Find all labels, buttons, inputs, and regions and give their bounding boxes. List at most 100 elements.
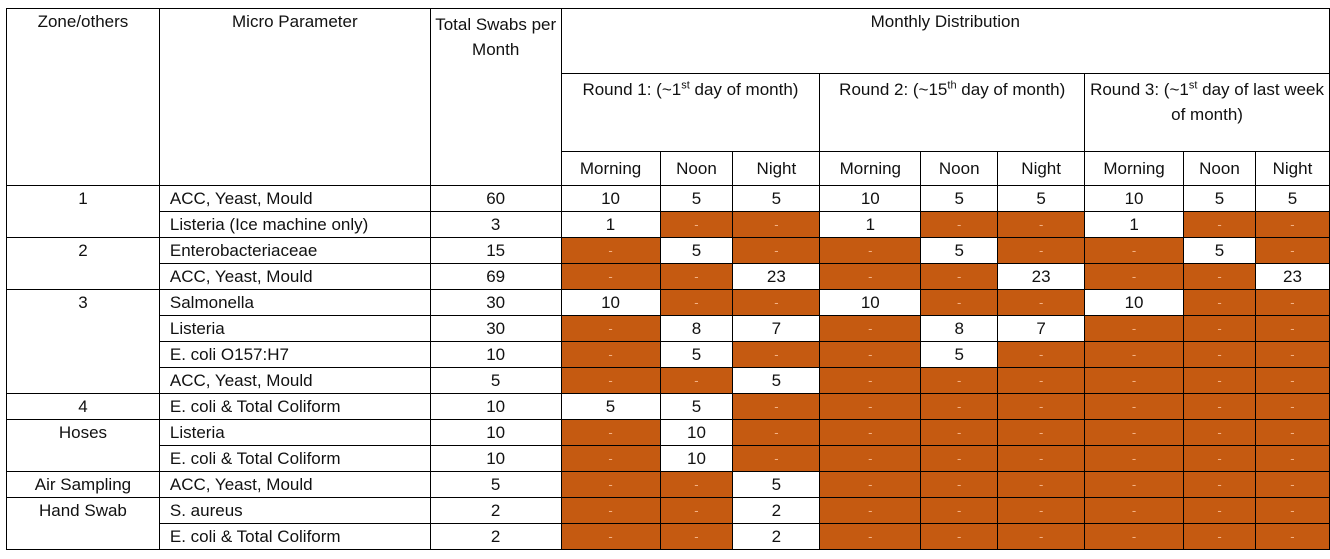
swab-count-cell: 10 bbox=[560, 185, 661, 212]
header-period: Night bbox=[997, 151, 1086, 186]
empty-shaded-cell: - bbox=[819, 523, 922, 550]
swab-count-cell: 5 bbox=[1254, 185, 1330, 212]
total-swabs: 30 bbox=[429, 289, 562, 316]
total-swabs: 5 bbox=[429, 367, 562, 394]
table-row: Hoses Listeria 10-10- - - - - - - bbox=[6, 419, 1330, 472]
swab-count-cell: 5 bbox=[732, 471, 821, 498]
empty-shaded-cell: - bbox=[1183, 289, 1256, 316]
table-row: ACC, Yeast, Mould 69- -23- -23- -23 bbox=[7, 263, 1330, 290]
empty-shaded-cell: - bbox=[997, 237, 1086, 264]
empty-shaded-cell: - bbox=[819, 263, 922, 290]
empty-shaded-cell: - bbox=[920, 471, 999, 498]
swab-count-cell: 10 bbox=[560, 289, 661, 316]
empty-shaded-cell: - bbox=[1254, 393, 1330, 420]
empty-shaded-cell: - bbox=[1183, 263, 1256, 290]
empty-shaded-cell: - bbox=[997, 367, 1086, 394]
empty-shaded-cell: - bbox=[659, 263, 734, 290]
empty-shaded-cell: - bbox=[1084, 237, 1185, 264]
empty-shaded-cell: - bbox=[732, 289, 821, 316]
micro-parameter: E. coli & Total Coliform bbox=[158, 445, 431, 472]
swab-count-cell: 1 bbox=[560, 211, 661, 238]
total-swabs: 10 bbox=[429, 393, 562, 420]
table-row: Hand Swab S. aureus 2- -2- - - - - - bbox=[6, 497, 1330, 550]
empty-shaded-cell: - bbox=[1183, 419, 1256, 446]
swab-count-cell: 5 bbox=[920, 237, 999, 264]
empty-shaded-cell: - bbox=[1084, 367, 1185, 394]
table-row: 1 ACC, Yeast, Mould 60 10 5 5 10 5 5 10 5 5 bbox=[6, 185, 1330, 238]
empty-shaded-cell: - bbox=[920, 523, 999, 550]
empty-shaded-cell: - bbox=[920, 263, 999, 290]
swab-count-cell: 5 bbox=[1183, 185, 1256, 212]
table-row: ACC, Yeast, Mould 5- -5- - - - - - bbox=[7, 367, 1330, 394]
zone-label: 4 bbox=[6, 393, 160, 420]
micro-parameter: ACC, Yeast, Mould bbox=[158, 263, 431, 290]
empty-shaded-cell: - bbox=[1084, 393, 1185, 420]
empty-shaded-cell: - bbox=[997, 393, 1086, 420]
swab-count-cell: 5 bbox=[659, 237, 734, 264]
empty-shaded-cell: - bbox=[997, 341, 1086, 368]
total-swabs: 2 bbox=[429, 497, 562, 524]
total-swabs: 60 bbox=[429, 185, 562, 212]
empty-shaded-cell: - bbox=[1254, 341, 1330, 368]
empty-shaded-cell: - bbox=[560, 523, 661, 550]
empty-shaded-cell: - bbox=[732, 211, 821, 238]
total-swabs: 30 bbox=[429, 315, 562, 342]
header-zone: Zone/others bbox=[6, 8, 160, 186]
total-swabs: 10 bbox=[429, 419, 562, 446]
micro-parameter: Listeria (Ice machine only) bbox=[158, 211, 431, 238]
empty-shaded-cell: - bbox=[560, 315, 661, 342]
micro-parameter: Listeria bbox=[158, 419, 431, 446]
empty-shaded-cell: - bbox=[819, 471, 922, 498]
table-row: E. coli & Total Coliform 2- -2- - - - - - bbox=[7, 523, 1330, 550]
empty-shaded-cell: - bbox=[920, 393, 999, 420]
empty-shaded-cell: - bbox=[819, 341, 922, 368]
empty-shaded-cell: - bbox=[819, 367, 922, 394]
empty-shaded-cell: - bbox=[1183, 211, 1256, 238]
swab-count-cell: 5 bbox=[732, 185, 821, 212]
swab-count-cell: 5 bbox=[659, 341, 734, 368]
swab-count-cell: 10 bbox=[819, 289, 922, 316]
empty-shaded-cell: - bbox=[560, 497, 661, 524]
empty-shaded-cell: - bbox=[819, 497, 922, 524]
table-row: Listeria (Ice machine only) 3 1- -1- -1- - bbox=[7, 211, 1330, 238]
empty-shaded-cell: - bbox=[659, 471, 734, 498]
zone-label: Hand Swab bbox=[6, 497, 160, 550]
micro-parameter: Salmonella bbox=[158, 289, 431, 316]
table-row: 4 E. coli & Total Coliform 10 5 5- - - - - - - bbox=[6, 393, 1330, 420]
header-round-1: Round 1: (~1st day of month) bbox=[560, 73, 821, 152]
swab-count-cell: 10 bbox=[659, 445, 734, 472]
swab-count-cell: 10 bbox=[659, 419, 734, 446]
swab-count-cell: 23 bbox=[1254, 263, 1330, 290]
swab-count-cell: 23 bbox=[732, 263, 821, 290]
zone-label: Hoses bbox=[6, 419, 160, 472]
micro-parameter: S. aureus bbox=[158, 497, 431, 524]
empty-shaded-cell: - bbox=[1183, 341, 1256, 368]
swab-count-cell: 1 bbox=[819, 211, 922, 238]
empty-shaded-cell: - bbox=[1254, 471, 1330, 498]
empty-shaded-cell: - bbox=[1084, 523, 1185, 550]
total-swabs: 2 bbox=[429, 523, 562, 550]
swab-count-cell: 5 bbox=[920, 341, 999, 368]
empty-shaded-cell: - bbox=[920, 445, 999, 472]
empty-shaded-cell: - bbox=[1084, 315, 1185, 342]
swab-count-cell: 10 bbox=[1084, 289, 1185, 316]
swab-count-cell: 5 bbox=[560, 393, 661, 420]
empty-shaded-cell: - bbox=[997, 419, 1086, 446]
micro-parameter: E. coli & Total Coliform bbox=[158, 393, 431, 420]
empty-shaded-cell: - bbox=[732, 393, 821, 420]
empty-shaded-cell: - bbox=[1084, 341, 1185, 368]
micro-parameter: ACC, Yeast, Mould bbox=[158, 367, 431, 394]
swab-count-cell: 23 bbox=[997, 263, 1086, 290]
empty-shaded-cell: - bbox=[1084, 263, 1185, 290]
empty-shaded-cell: - bbox=[997, 523, 1086, 550]
swab-count-cell: 5 bbox=[997, 185, 1086, 212]
empty-shaded-cell: - bbox=[819, 419, 922, 446]
empty-shaded-cell: - bbox=[997, 445, 1086, 472]
header-parameter: Micro Parameter bbox=[158, 8, 431, 186]
empty-shaded-cell: - bbox=[1183, 523, 1256, 550]
micro-parameter: Listeria bbox=[158, 315, 431, 342]
zone-label: 1 bbox=[6, 185, 160, 238]
zone-label: Air Sampling bbox=[6, 471, 160, 498]
empty-shaded-cell: - bbox=[1254, 315, 1330, 342]
header-period: Night bbox=[732, 151, 821, 186]
